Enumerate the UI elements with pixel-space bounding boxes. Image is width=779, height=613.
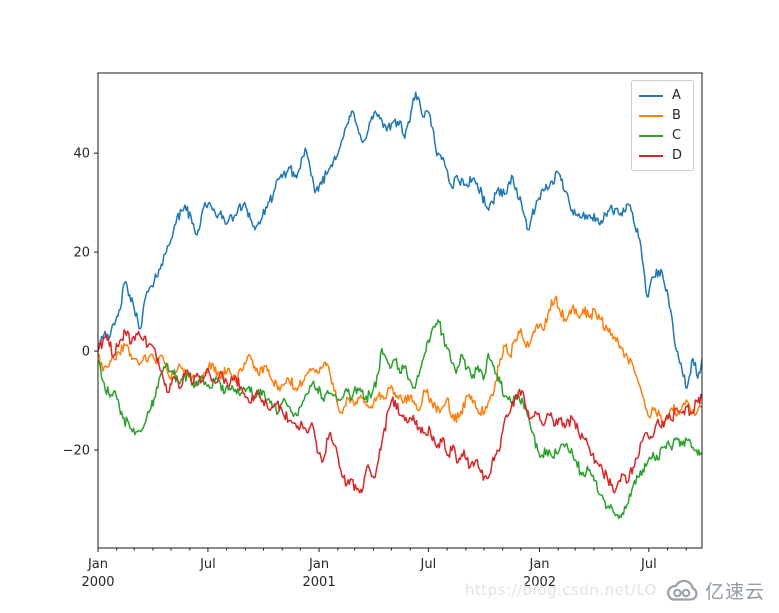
axes-frame bbox=[97, 72, 703, 549]
legend-row-B: B bbox=[639, 106, 686, 126]
watermark: https://blog.csdn.net/LO 亿速云 bbox=[465, 576, 765, 604]
legend-row-C: C bbox=[639, 126, 686, 146]
y-tick-label: 40 bbox=[73, 147, 90, 162]
series-line-B bbox=[98, 295, 702, 426]
y-tick-label: −20 bbox=[63, 444, 90, 459]
watermark-url: https://blog.csdn.net/LO bbox=[464, 581, 657, 599]
legend-row-A: A bbox=[639, 86, 686, 106]
legend-label-C: C bbox=[672, 128, 682, 143]
yisu-cloud-logo-icon bbox=[667, 579, 698, 601]
watermark-brand: 亿速云 bbox=[704, 580, 765, 603]
x-tick-label: Jul bbox=[640, 557, 657, 572]
legend-swatch-A bbox=[639, 95, 663, 97]
series-line-C bbox=[98, 319, 702, 520]
series-line-D bbox=[98, 328, 702, 494]
x-tick-label: Jan bbox=[529, 557, 550, 572]
legend-label-A: A bbox=[672, 88, 681, 103]
legend-label-B: B bbox=[672, 108, 681, 123]
x-tick-label: Jan bbox=[87, 557, 108, 572]
legend-label-D: D bbox=[672, 148, 683, 163]
legend-swatch-C bbox=[639, 135, 663, 137]
y-tick-label: 0 bbox=[82, 345, 90, 360]
series-line-A bbox=[98, 91, 702, 389]
x-tick-year-label: 2002 bbox=[523, 575, 556, 590]
x-tick-label: Jan bbox=[308, 557, 329, 572]
x-tick-label: Jul bbox=[420, 557, 437, 572]
x-tick-year-label: 2000 bbox=[81, 575, 114, 590]
legend-swatch-B bbox=[639, 115, 663, 117]
y-tick-label: 20 bbox=[73, 246, 90, 261]
legend-row-D: D bbox=[639, 146, 686, 166]
x-tick-year-label: 2001 bbox=[303, 575, 336, 590]
x-tick-label: Jul bbox=[199, 557, 216, 572]
legend-swatch-D bbox=[639, 155, 663, 157]
